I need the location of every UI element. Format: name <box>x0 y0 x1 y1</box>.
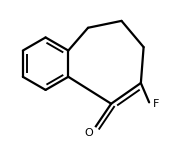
Text: F: F <box>153 99 159 109</box>
Text: O: O <box>84 128 93 138</box>
